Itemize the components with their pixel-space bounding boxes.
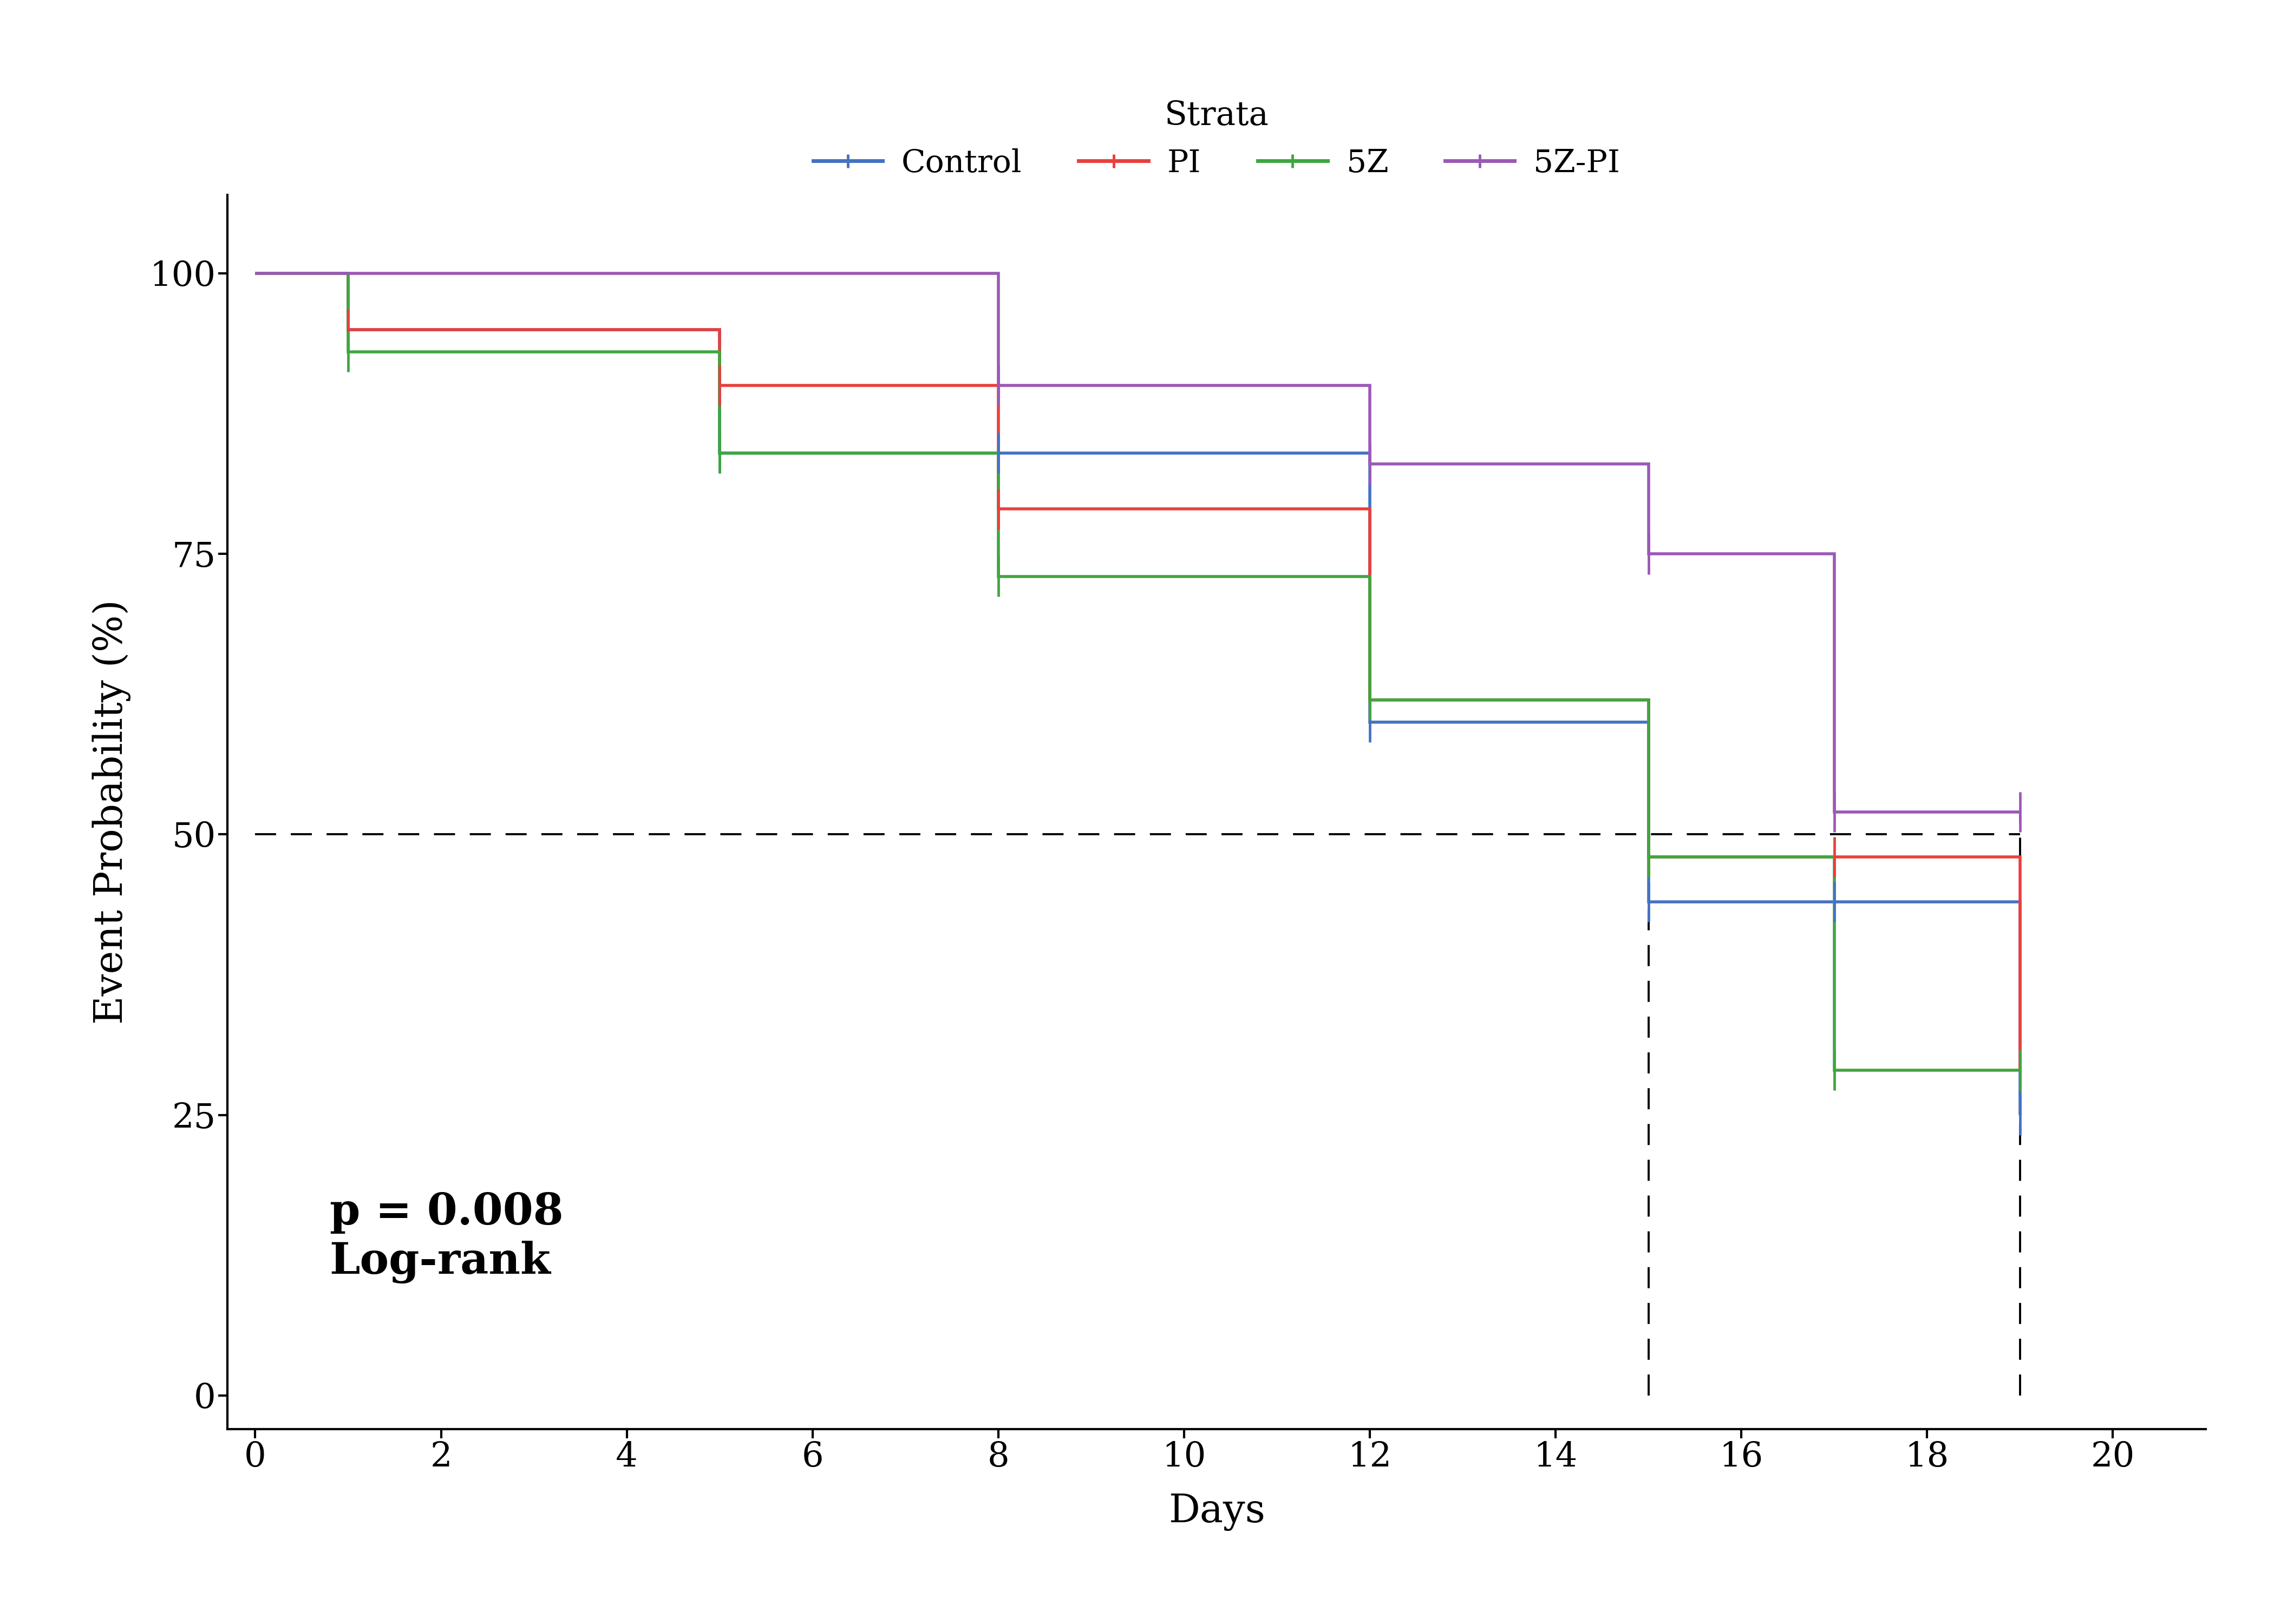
X-axis label: Days: Days: [1169, 1492, 1264, 1531]
Legend: Control, PI, 5Z, 5Z-PI: Control, PI, 5Z, 5Z-PI: [800, 88, 1633, 192]
Y-axis label: Event Probability (%): Event Probability (%): [91, 599, 132, 1025]
Text: p = 0.008
Log-rank: p = 0.008 Log-rank: [330, 1192, 564, 1283]
